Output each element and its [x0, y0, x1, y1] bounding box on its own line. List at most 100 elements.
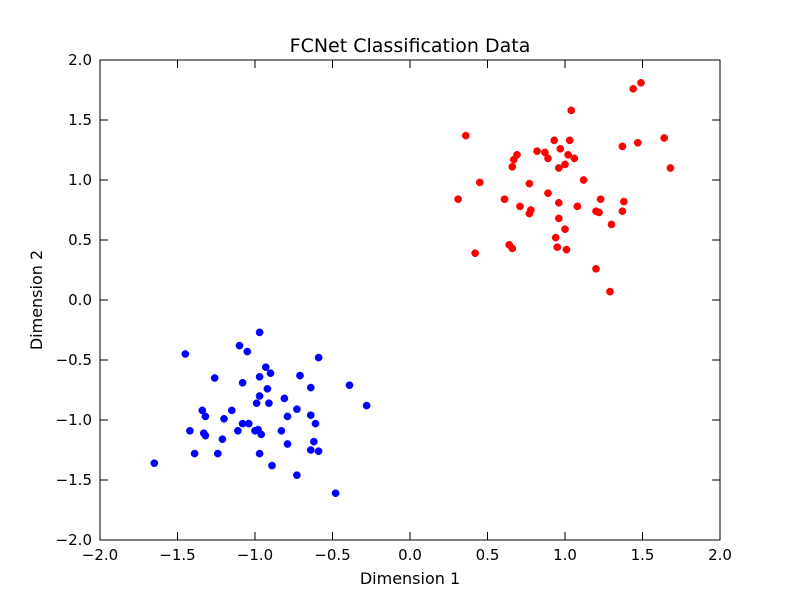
data-point: [255, 449, 264, 458]
data-point: [618, 207, 627, 216]
y-tick-label: 1.0: [68, 171, 92, 189]
data-point: [210, 374, 219, 382]
data-point: [306, 411, 315, 420]
y-axis-label: Dimension 2: [27, 250, 46, 350]
data-point: [306, 446, 315, 454]
data-point: [607, 220, 616, 229]
data-point: [556, 144, 565, 153]
data-point: [551, 233, 560, 242]
x-axis: −2.0 −1.5 −1.0 −0.5 0.0 0.5 1.0 1.5 2.0: [82, 60, 732, 564]
data-point: [544, 189, 552, 198]
data-point: [508, 244, 517, 253]
data-point: [500, 195, 509, 204]
data-point: [596, 195, 605, 204]
data-point: [186, 426, 194, 435]
y-tick-label: 1.5: [68, 111, 92, 129]
data-point: [252, 399, 261, 408]
data-point: [471, 249, 479, 258]
data-point: [345, 381, 354, 390]
data-point: [562, 245, 571, 254]
data-point: [475, 178, 484, 187]
data-point: [283, 440, 292, 448]
x-tick-label: −1.5: [159, 546, 195, 564]
data-point: [509, 155, 518, 164]
data-point: [554, 214, 563, 223]
data-point: [666, 164, 675, 172]
x-axis-label: Dimension 1: [360, 569, 460, 588]
data-point: [314, 353, 323, 362]
data-point: [150, 459, 159, 468]
y-tick-label: −2.0: [56, 531, 92, 549]
data-point: [660, 134, 669, 142]
series-0: [454, 78, 675, 296]
data-point: [606, 287, 614, 296]
data-point: [190, 449, 199, 458]
data-point: [579, 176, 588, 184]
data-point: [618, 142, 627, 151]
data-point: [293, 471, 301, 480]
data-point: [573, 202, 582, 211]
data-point: [508, 162, 517, 171]
x-tick-label: 0.5: [476, 546, 500, 564]
data-point: [553, 243, 562, 252]
data-point: [550, 136, 559, 145]
y-tick-label: −0.5: [56, 351, 92, 369]
data-point: [265, 399, 273, 408]
x-tick-label: 2.0: [708, 546, 732, 564]
y-axis: −2.0 −1.5 −1.0 −0.5 0.0 0.5 1.0 1.5 2.0: [56, 51, 720, 549]
x-tick-label: −1.0: [237, 546, 273, 564]
x-tick-label: −0.5: [314, 546, 350, 564]
data-point: [311, 419, 320, 428]
data-point: [561, 160, 569, 169]
data-point: [238, 378, 247, 387]
data-point: [257, 430, 266, 439]
data-point: [244, 419, 253, 428]
x-tick-label: 1.5: [631, 546, 655, 564]
data-point: [261, 363, 270, 372]
data-point: [544, 154, 552, 163]
data-point: [541, 148, 549, 157]
data-point: [218, 435, 227, 444]
data-point: [554, 198, 563, 207]
data-point: [565, 136, 574, 145]
series-1: [150, 328, 371, 498]
data-point: [268, 461, 276, 470]
data-point: [234, 426, 242, 435]
y-tick-label: 0.5: [68, 231, 92, 249]
y-tick-label: 0.0: [68, 291, 92, 309]
data-point: [314, 447, 323, 456]
chart-title: FCNet Classification Data: [290, 35, 531, 57]
data-point: [633, 138, 642, 147]
data-point: [620, 197, 628, 206]
data-point: [296, 371, 304, 380]
data-point: [255, 392, 264, 400]
data-point: [362, 401, 371, 410]
data-point: [454, 195, 462, 204]
data-point: [564, 150, 572, 159]
data-point: [255, 328, 264, 337]
data-point: [280, 394, 289, 403]
data-point: [554, 164, 563, 172]
data-point: [263, 384, 272, 393]
data-point: [567, 106, 576, 115]
data-point: [277, 426, 286, 435]
data-point: [255, 372, 264, 381]
data-point: [461, 131, 470, 140]
data-point: [525, 209, 534, 218]
data-point: [293, 405, 301, 414]
data-point: [637, 78, 645, 87]
points-layer: [150, 78, 675, 498]
data-point: [181, 350, 190, 358]
x-tick-label: 0.0: [398, 546, 422, 564]
data-point: [533, 147, 541, 156]
data-point: [201, 431, 210, 440]
data-point: [243, 347, 252, 356]
data-point: [213, 449, 222, 458]
data-point: [629, 84, 638, 93]
data-point: [592, 264, 600, 273]
data-point: [220, 414, 228, 423]
data-point: [595, 208, 603, 217]
y-tick-label: −1.5: [56, 471, 92, 489]
